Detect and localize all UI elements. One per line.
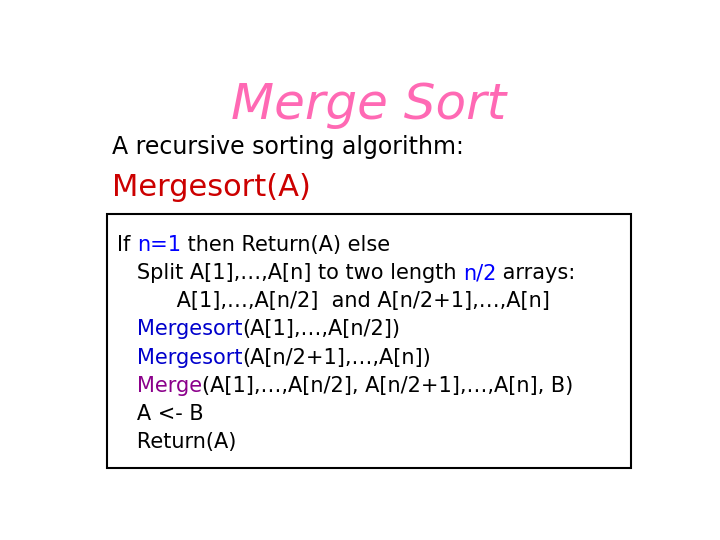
Text: Split A[1],…,A[n] to two length: Split A[1],…,A[n] to two length bbox=[117, 264, 463, 284]
Text: (A[1],…,A[n/2], A[n/2+1],…,A[n], B): (A[1],…,A[n/2], A[n/2+1],…,A[n], B) bbox=[202, 376, 573, 396]
Text: Mergesort: Mergesort bbox=[137, 320, 242, 340]
Text: A recursive sorting algorithm:: A recursive sorting algorithm: bbox=[112, 136, 464, 159]
FancyBboxPatch shape bbox=[107, 214, 631, 468]
Text: A <- B: A <- B bbox=[117, 404, 204, 424]
Text: (A[1],…,A[n/2]): (A[1],…,A[n/2]) bbox=[242, 320, 400, 340]
Text: then Return(A) else: then Return(A) else bbox=[181, 235, 390, 255]
Text: arrays:: arrays: bbox=[496, 264, 575, 284]
Text: n=1: n=1 bbox=[137, 235, 181, 255]
Text: n/2: n/2 bbox=[463, 264, 496, 284]
Text: (A[n/2+1],…,A[n]): (A[n/2+1],…,A[n]) bbox=[242, 348, 431, 368]
Text: Merge: Merge bbox=[137, 376, 202, 396]
Text: A[1],…,A[n/2]  and A[n/2+1],…,A[n]: A[1],…,A[n/2] and A[n/2+1],…,A[n] bbox=[117, 292, 549, 312]
Text: If: If bbox=[117, 235, 137, 255]
Text: Merge Sort: Merge Sort bbox=[231, 82, 507, 130]
Text: Return(A): Return(A) bbox=[117, 432, 236, 452]
Text: Mergesort(A): Mergesort(A) bbox=[112, 173, 311, 202]
Text: Mergesort: Mergesort bbox=[137, 348, 242, 368]
